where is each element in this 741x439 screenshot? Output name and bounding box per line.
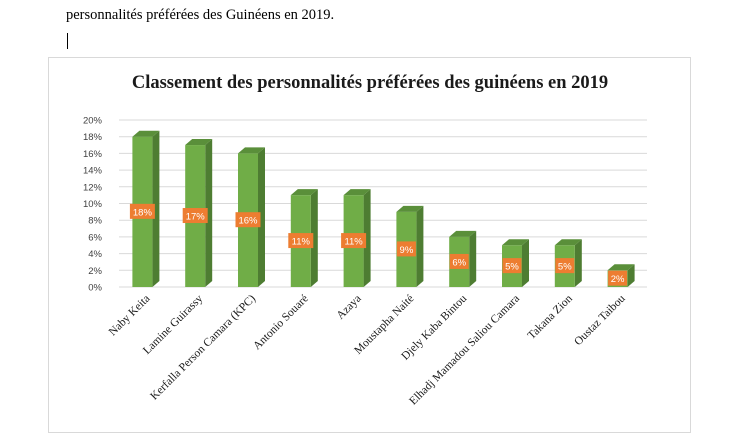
data-label: 5% <box>555 258 575 274</box>
bar-side <box>469 230 477 287</box>
data-label-box <box>396 241 416 257</box>
bar-side <box>258 147 265 287</box>
data-label-box <box>235 212 261 228</box>
bar-top <box>502 239 529 246</box>
data-label: 6% <box>449 253 469 269</box>
bar-top <box>343 189 371 196</box>
data-label-text: 9% <box>400 245 414 256</box>
data-label: 18% <box>129 203 155 219</box>
category-label: Elhadj Mamadou Saliou Camara <box>407 293 522 408</box>
category-label: Antonio Souaré <box>251 293 311 353</box>
y-tick-label: 4% <box>88 249 102 260</box>
data-label-box <box>182 208 208 224</box>
data-labels: 18% 17% 16% 11% 11% 9% 6% 5% 5% 2% <box>129 203 628 286</box>
category-label: Kerfalla Person Camara (KPC) <box>148 293 258 403</box>
bar-top <box>238 147 265 154</box>
bar-top <box>185 139 213 146</box>
bar <box>290 189 318 287</box>
bar-side <box>416 205 424 287</box>
data-label-text: 2% <box>611 274 625 285</box>
y-tick-label: 12% <box>83 182 103 193</box>
y-tick-label: 0% <box>88 283 102 294</box>
bar-side <box>627 264 635 287</box>
y-tick-label: 16% <box>83 149 103 160</box>
data-label-text: 18% <box>133 207 153 218</box>
bar-side <box>310 189 318 287</box>
data-label-box <box>288 233 314 249</box>
bar-side <box>205 139 213 287</box>
data-label-box <box>129 203 155 219</box>
y-tick-label: 14% <box>83 166 103 177</box>
data-label-text: 11% <box>344 237 363 248</box>
data-label-box <box>449 253 469 269</box>
data-label-box <box>502 258 522 274</box>
bar-top <box>554 239 582 246</box>
y-tick-label: 8% <box>88 216 102 227</box>
document-text-line: personnalités préférées des Guinéens en … <box>66 7 335 23</box>
data-label: 11% <box>288 233 314 249</box>
data-label: 17% <box>182 208 208 224</box>
data-label-text: 5% <box>505 262 519 273</box>
category-label: Naby Keita <box>107 293 153 339</box>
category-label: Azaya <box>334 293 363 322</box>
data-label-text: 6% <box>452 257 466 268</box>
y-tick-label: 20% <box>83 116 103 127</box>
data-label-text: 5% <box>558 262 572 273</box>
bar-top <box>290 189 318 196</box>
data-label: 5% <box>502 258 522 274</box>
chart-title: Classement des personnalités préférées d… <box>132 73 608 93</box>
category-label: Takana Zion <box>526 292 575 341</box>
bar-chart: Classement des personnalités préférées d… <box>83 73 647 407</box>
y-tick-label: 10% <box>83 199 103 210</box>
bar-top <box>607 264 635 271</box>
y-tick-label: 2% <box>88 266 102 277</box>
bar-top <box>396 205 424 212</box>
y-tick-label: 6% <box>88 232 102 243</box>
category-label: Oustaz Taibou <box>572 292 628 348</box>
data-label-text: 16% <box>238 216 258 227</box>
data-label: 16% <box>235 212 261 228</box>
data-label-box <box>608 270 628 286</box>
data-label: 9% <box>396 241 416 257</box>
data-label-text: 17% <box>186 212 206 223</box>
data-label-text: 11% <box>292 237 311 248</box>
chart-frame[interactable]: Classement des personnalités préférées d… <box>48 57 691 433</box>
bar-side <box>363 189 371 287</box>
data-label-box <box>341 233 367 249</box>
data-label: 11% <box>341 233 367 249</box>
y-tick-label: 18% <box>83 132 103 143</box>
bar-side <box>522 239 529 287</box>
data-label: 2% <box>608 270 628 286</box>
bar-top <box>449 230 477 237</box>
text-cursor <box>67 33 68 49</box>
bar-side <box>152 130 160 287</box>
data-label-box <box>555 258 575 274</box>
y-axis-ticks: 0% 2% 4% 6% 8% 10% 12% 14% 16% 18% 20% <box>83 116 103 294</box>
bar-side <box>574 239 582 287</box>
bar-top <box>132 130 160 137</box>
